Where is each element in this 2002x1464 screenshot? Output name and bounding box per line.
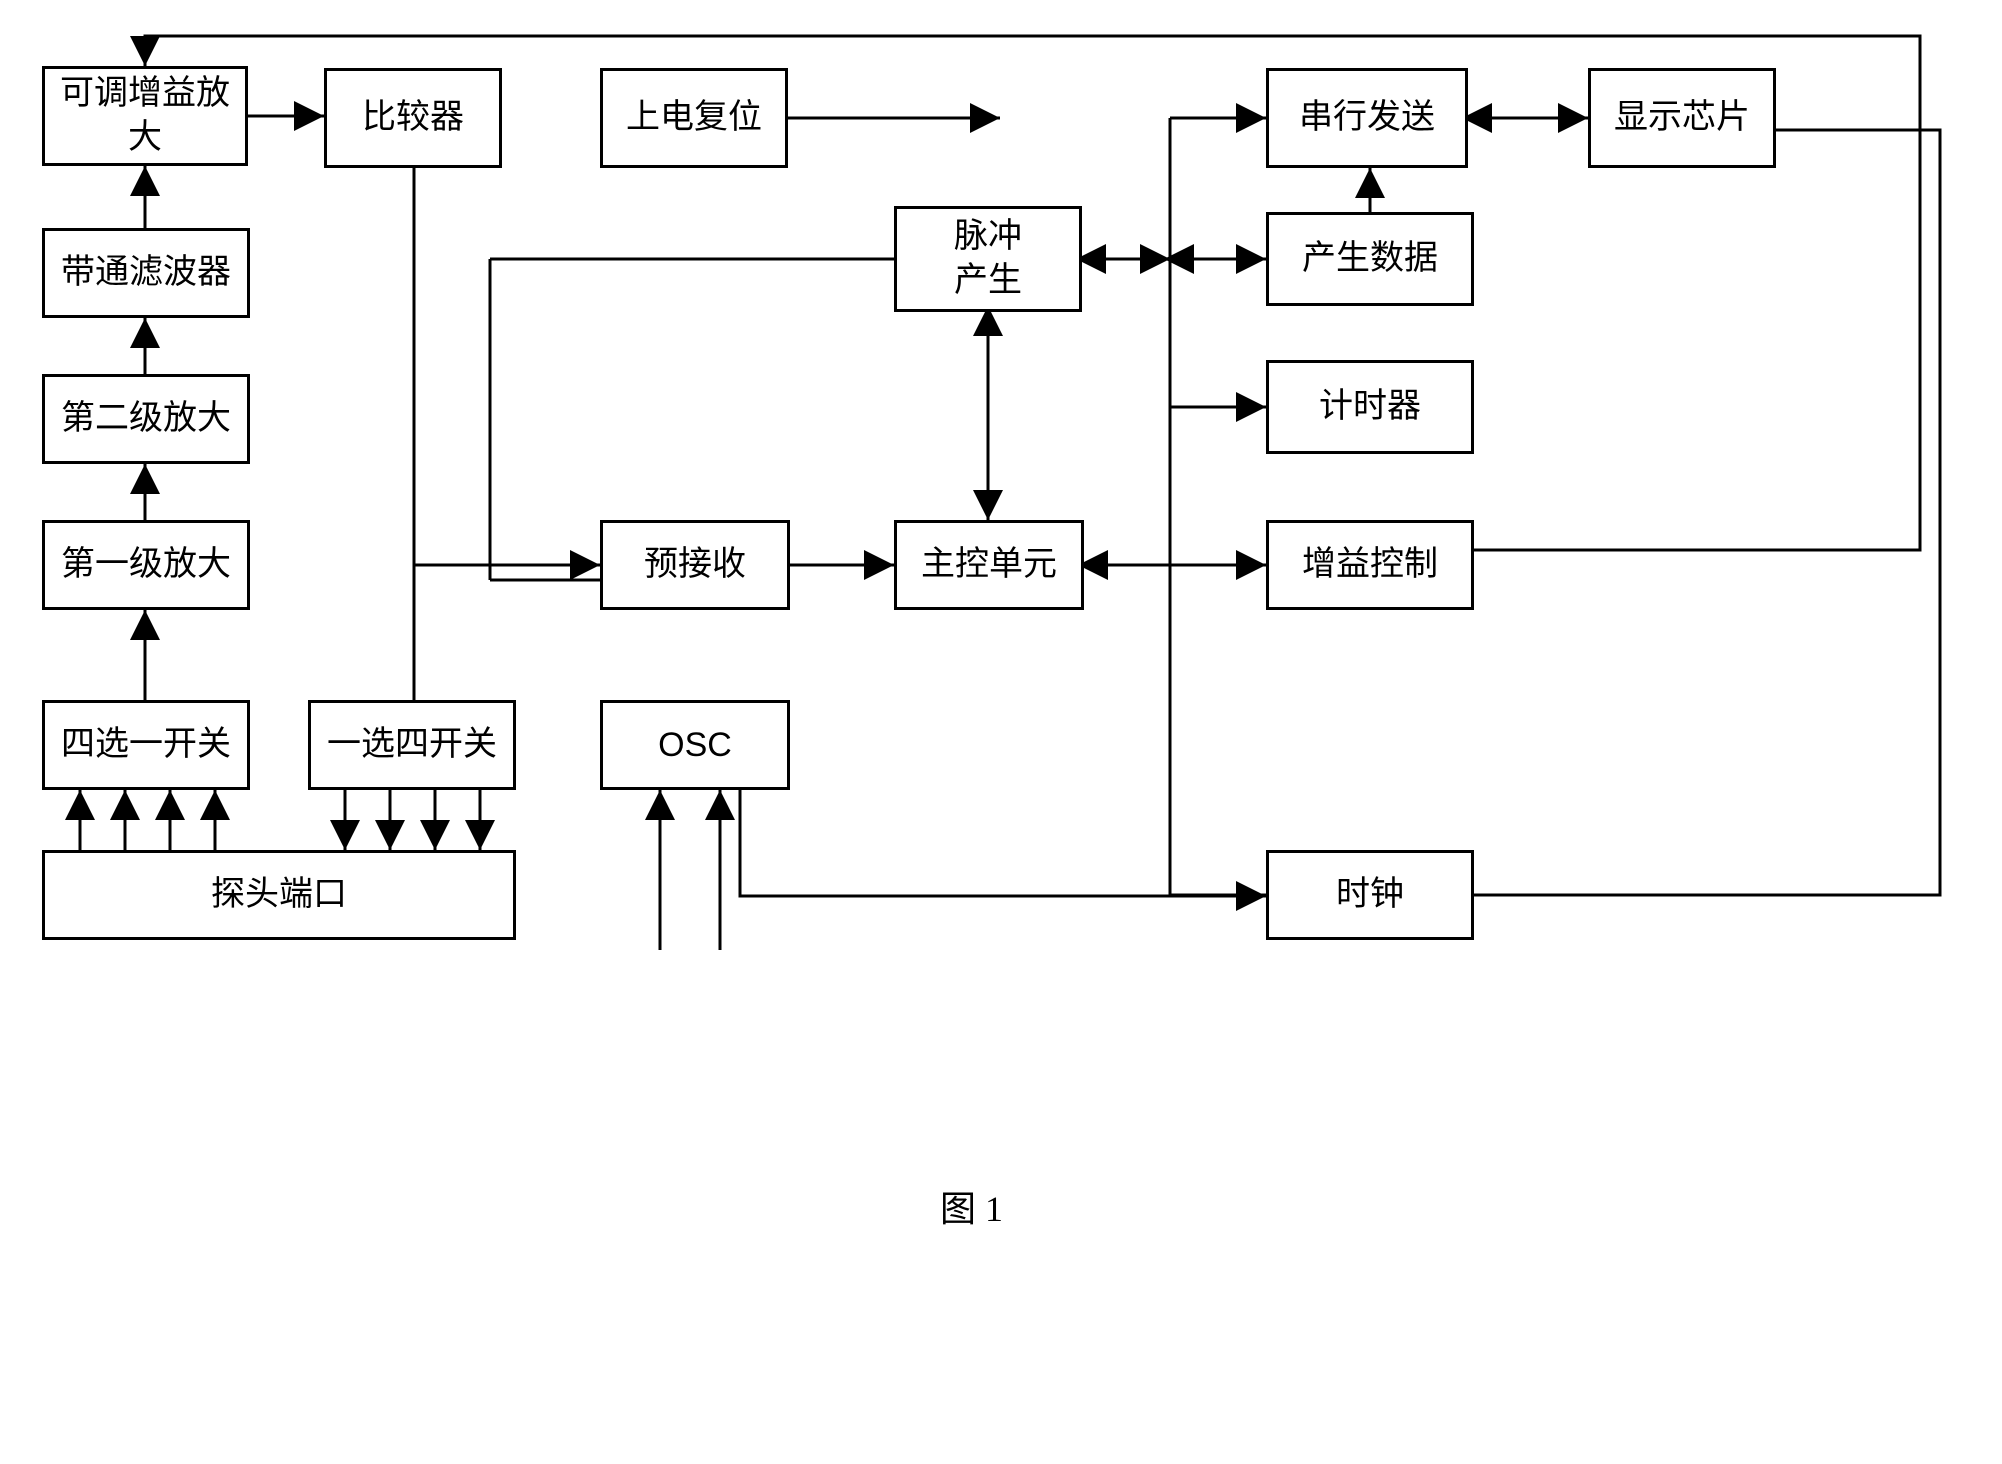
block-main-ctrl: 主控单元 <box>894 520 1084 610</box>
label: 时钟 <box>1336 873 1404 917</box>
label: 上电复位 <box>626 96 762 140</box>
block-por: 上电复位 <box>600 68 788 168</box>
label: 增益控制 <box>1302 543 1438 587</box>
label: 产生数据 <box>1302 237 1438 281</box>
block-osc: OSC <box>600 700 790 790</box>
block-probe-port: 探头端口 <box>42 850 516 940</box>
block-data-gen: 产生数据 <box>1266 212 1474 306</box>
block-display-chip: 显示芯片 <box>1588 68 1776 168</box>
label: 比较器 <box>362 96 464 140</box>
label: 主控单元 <box>921 543 1057 587</box>
block-serial-tx: 串行发送 <box>1266 68 1468 168</box>
label: 预接收 <box>644 543 746 587</box>
block-sel1to4: 一选四开关 <box>308 700 516 790</box>
block-adj-gain-amp: 可调增益放大 <box>42 66 248 166</box>
block-diagram: 可调增益放大 比较器 上电复位 串行发送 显示芯片 带通滤波器 脉冲产生 产生数… <box>40 30 1960 1130</box>
label: 第一级放大 <box>61 543 231 587</box>
label: 串行发送 <box>1299 96 1435 140</box>
label: 一选四开关 <box>327 723 497 767</box>
block-clock: 时钟 <box>1266 850 1474 940</box>
block-stage1-amp: 第一级放大 <box>42 520 250 610</box>
label: OSC <box>658 723 732 767</box>
label: 带通滤波器 <box>61 251 231 295</box>
label: 四选一开关 <box>61 723 231 767</box>
block-pre-rx: 预接收 <box>600 520 790 610</box>
label: 显示芯片 <box>1614 96 1750 140</box>
block-sel4to1: 四选一开关 <box>42 700 250 790</box>
block-stage2-amp: 第二级放大 <box>42 374 250 464</box>
block-pulse-gen: 脉冲产生 <box>894 206 1082 312</box>
block-comparator: 比较器 <box>324 68 502 168</box>
figure-caption: 图 1 <box>940 1180 1003 1232</box>
label: 探头端口 <box>211 873 347 917</box>
block-bandpass: 带通滤波器 <box>42 228 250 318</box>
label: 计时器 <box>1319 385 1421 429</box>
label: 可调增益放大 <box>60 72 230 160</box>
block-timer: 计时器 <box>1266 360 1474 454</box>
label: 第二级放大 <box>61 397 231 441</box>
block-gain-ctrl: 增益控制 <box>1266 520 1474 610</box>
label: 脉冲产生 <box>954 215 1022 303</box>
